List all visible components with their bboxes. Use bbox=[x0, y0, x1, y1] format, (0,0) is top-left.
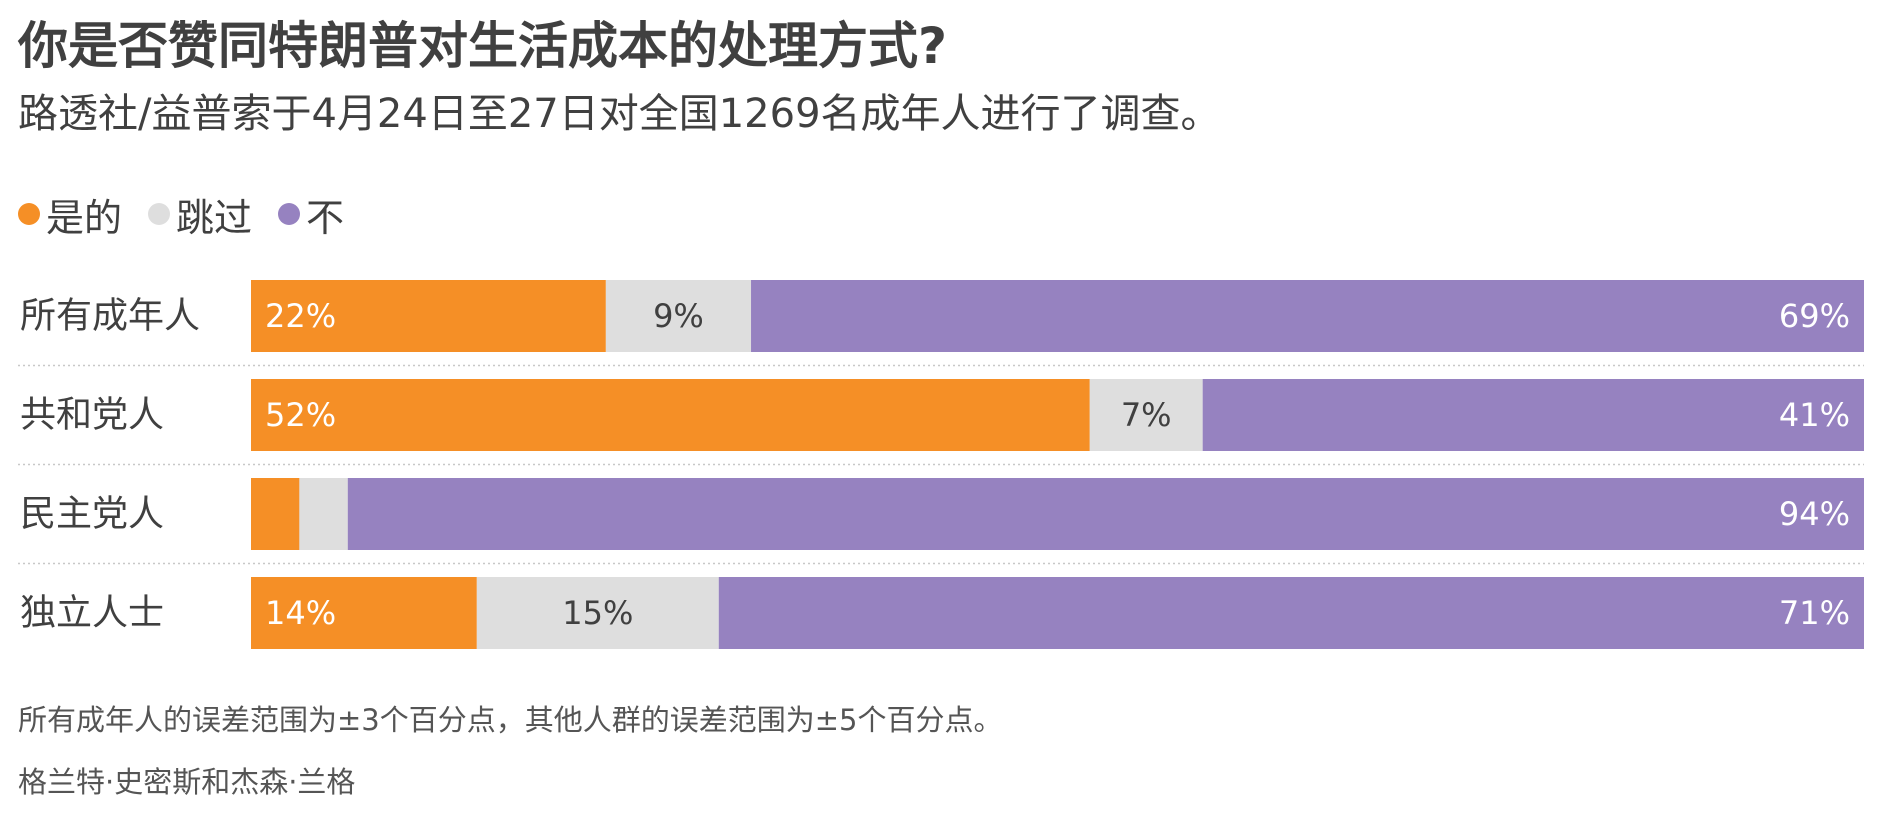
bar-segment-yes bbox=[251, 379, 1090, 451]
data-label-no: 94% bbox=[1779, 495, 1850, 533]
row-label: 所有成年人 bbox=[20, 296, 200, 337]
legend-label-yes: 是的 bbox=[46, 195, 123, 240]
legend-item-skip: 跳过 bbox=[148, 187, 252, 242]
bar-segment-no bbox=[347, 478, 1864, 550]
data-label-skip: 7% bbox=[1121, 396, 1172, 434]
chart-title: 你是否赞同特朗普对生活成本的处理方式? bbox=[18, 17, 948, 75]
bar-segment-skip bbox=[605, 280, 752, 352]
bar-segment-skip bbox=[476, 577, 719, 649]
stacked-bar-chart: 所有成年人 22% 9% 69% 共和党人 52% 7% 41% 民主党人 94% 独立人士 14% 1… bbox=[18, 280, 1864, 649]
data-label-skip: 9% bbox=[653, 297, 704, 335]
legend: 是的 跳过 不 bbox=[18, 188, 370, 240]
data-label-yes: 14% bbox=[265, 594, 336, 632]
legend-item-no: 不 bbox=[278, 187, 344, 242]
data-label-skip: 15% bbox=[562, 594, 633, 632]
bar-segment-skip bbox=[1089, 379, 1203, 451]
bar-segment-yes bbox=[251, 478, 300, 550]
legend-label-skip: 跳过 bbox=[176, 195, 253, 240]
row-label: 独立人士 bbox=[20, 593, 164, 634]
bar-segment-yes bbox=[251, 280, 606, 352]
row-label: 共和党人 bbox=[20, 395, 164, 436]
footnote: 所有成年人的误差范围为±3个百分点，其他人群的误差范围为±5个百分点。 bbox=[18, 703, 1003, 737]
row-label: 民主党人 bbox=[20, 494, 164, 535]
legend-dot-icon bbox=[278, 203, 301, 225]
data-label-no: 69% bbox=[1779, 297, 1850, 335]
legend-label-no: 不 bbox=[306, 195, 345, 240]
bar-segment-no bbox=[751, 280, 1864, 352]
data-label-yes: 52% bbox=[265, 396, 336, 434]
data-label-no: 71% bbox=[1779, 594, 1850, 632]
bar-segment-skip bbox=[299, 478, 348, 550]
data-label-yes: 22% bbox=[265, 297, 336, 335]
bar-segment-no bbox=[1202, 379, 1864, 451]
legend-dot-icon bbox=[18, 203, 40, 225]
chart-subtitle: 路透社/益普索于4月24日至27日对全国1269名成年人进行了调查。 bbox=[18, 91, 1221, 137]
byline: 格兰特·史密斯和杰森·兰格 bbox=[18, 765, 356, 799]
data-label-no: 41% bbox=[1779, 396, 1850, 434]
bar-segment-no bbox=[718, 577, 1864, 649]
bar-segment-yes bbox=[251, 577, 477, 649]
legend-dot-icon bbox=[148, 203, 171, 225]
legend-item-yes: 是的 bbox=[18, 187, 122, 242]
